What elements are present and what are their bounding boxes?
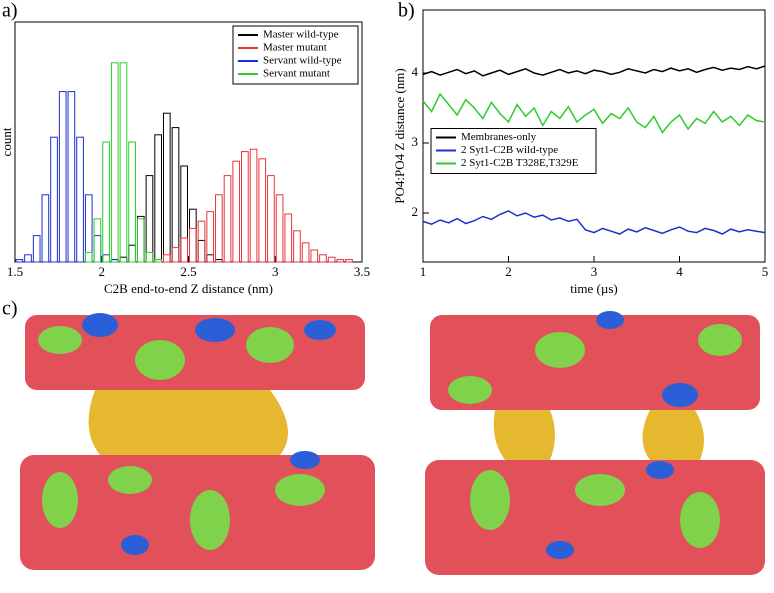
histogram-bar xyxy=(301,242,310,263)
histogram-bar xyxy=(232,160,241,263)
histogram-bar xyxy=(310,249,319,263)
histogram-bar xyxy=(67,91,76,263)
histogram-bar xyxy=(128,244,136,263)
histogram-bar xyxy=(267,175,275,263)
histogram-bar xyxy=(241,151,249,263)
histogram-bar xyxy=(136,218,145,263)
legend-label: 2 Syt1-C2B wild-type xyxy=(461,144,558,156)
histogram-bar xyxy=(171,247,180,263)
histogram-bar xyxy=(345,259,353,263)
x-tick-label: 2.5 xyxy=(180,264,196,279)
x-tick-label: 1 xyxy=(420,264,427,279)
histogram-bar xyxy=(215,194,223,263)
x-tick-label: 2 xyxy=(505,264,512,279)
x-tick-label: 3.5 xyxy=(354,264,370,279)
x-tick-label: 1.5 xyxy=(7,264,23,279)
x-tick-label: 5 xyxy=(762,264,769,279)
histogram-bar xyxy=(93,218,102,263)
line-series xyxy=(422,92,766,134)
histogram-bar xyxy=(171,127,180,263)
histogram-bar xyxy=(145,175,154,263)
line-series xyxy=(422,65,766,77)
legend-label: Master mutant xyxy=(263,42,327,54)
legend-label: Servant mutant xyxy=(263,68,330,80)
histogram-bar xyxy=(119,256,128,263)
histogram-bar xyxy=(93,235,102,263)
histogram-bar xyxy=(180,237,188,263)
histogram-bar xyxy=(258,158,267,263)
histogram-bar xyxy=(119,62,128,263)
histogram-bar xyxy=(336,259,345,263)
histogram-bar xyxy=(284,213,293,263)
histogram-bar xyxy=(275,194,284,263)
histogram-bar xyxy=(102,254,110,263)
histogram-bar xyxy=(58,91,67,263)
x-tick-label: 2 xyxy=(99,264,106,279)
x-axis-label: C2B end-to-end Z distance (nm) xyxy=(104,281,273,296)
legend-label: Servant wild-type xyxy=(263,55,342,67)
legend-label: Master wild-type xyxy=(263,29,339,41)
membrane-render-right xyxy=(425,311,765,575)
legend-label: 2 Syt1-C2B T328E,T329E xyxy=(461,157,579,169)
histogram-bar xyxy=(189,227,197,263)
y-tick-label: 2 xyxy=(412,204,419,219)
histogram-bar xyxy=(319,254,327,263)
histogram-bar xyxy=(24,254,32,263)
histogram-bar xyxy=(154,134,162,263)
histogram-bar xyxy=(189,208,197,263)
membrane-render-left xyxy=(20,313,375,570)
histogram-bar xyxy=(50,136,58,263)
histogram-bar xyxy=(154,259,162,263)
histogram-bar xyxy=(162,112,171,263)
histogram-bar xyxy=(162,254,171,263)
legend-box xyxy=(430,128,597,174)
y-tick-label: 4 xyxy=(412,64,419,79)
histogram-bar xyxy=(327,256,336,263)
histogram-bar xyxy=(249,148,258,263)
histogram-bar xyxy=(197,239,206,263)
histogram-bar xyxy=(197,220,206,263)
histogram-bar xyxy=(180,165,188,263)
y-axis-label: PO4:PO4 Z distance (nm) xyxy=(392,68,407,203)
histogram-bar xyxy=(206,254,215,263)
histogram-bar xyxy=(206,211,215,263)
histogram-bar xyxy=(223,175,232,263)
histogram-bar xyxy=(102,141,110,263)
x-tick-label: 3 xyxy=(591,264,598,279)
histogram-bar xyxy=(136,215,145,263)
histogram-bar xyxy=(41,194,50,263)
histogram-bar xyxy=(110,62,119,263)
histogram-bar xyxy=(84,251,93,263)
x-tick-label: 3 xyxy=(272,264,279,279)
histogram-bar xyxy=(15,259,24,263)
histogram-bar xyxy=(145,251,154,263)
panel-label: a) xyxy=(2,0,18,22)
histogram-bar xyxy=(76,136,84,263)
histogram-bar xyxy=(32,235,41,263)
x-axis-label: time (µs) xyxy=(570,281,618,296)
histogram-bar xyxy=(128,141,136,263)
legend-label: Membranes-only xyxy=(461,131,537,143)
panel-label: c) xyxy=(2,298,18,320)
y-tick-label: 3 xyxy=(412,134,419,149)
x-tick-label: 4 xyxy=(676,264,683,279)
histogram-bar xyxy=(293,230,301,263)
panel-label: b) xyxy=(398,0,415,22)
y-axis-label: count xyxy=(0,127,14,156)
line-series xyxy=(422,210,766,235)
